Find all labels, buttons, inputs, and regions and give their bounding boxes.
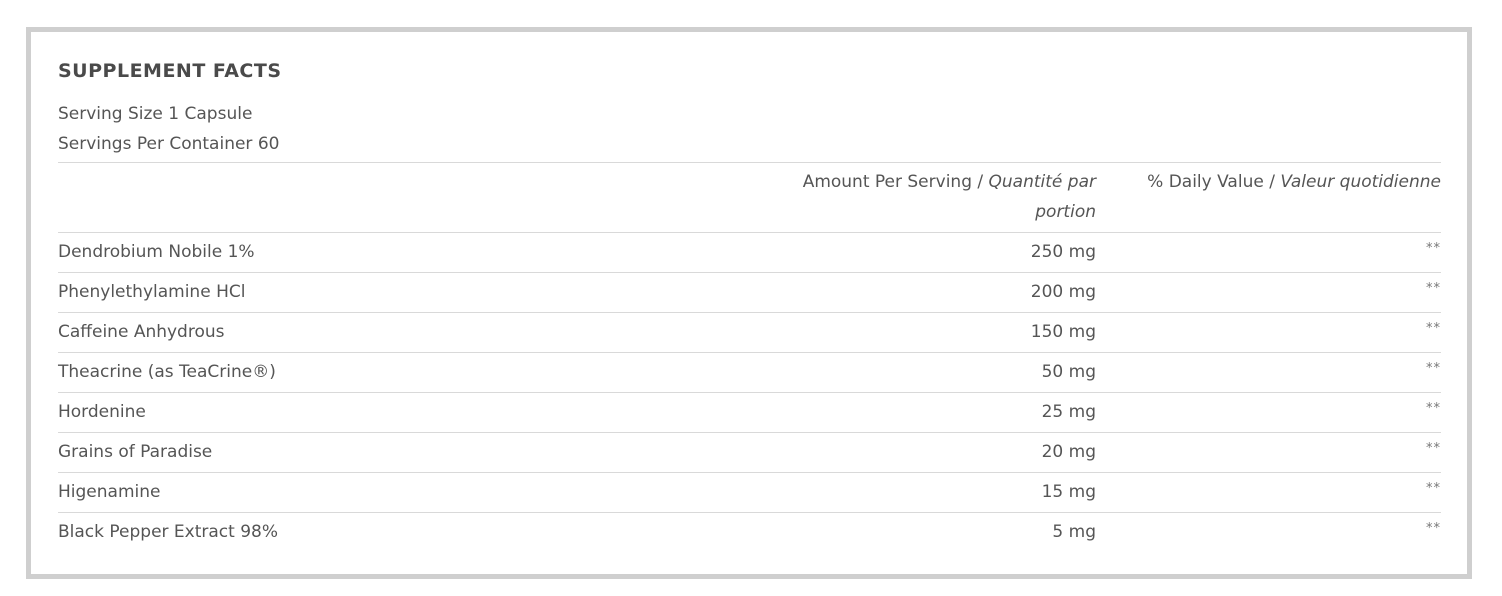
- table-row: Hordenine 25 mg **: [58, 392, 1441, 432]
- ingredient-daily-value: **: [1426, 521, 1441, 536]
- ingredient-amount: 200 mg: [1030, 282, 1096, 302]
- ingredient-amount: 15 mg: [1041, 482, 1096, 502]
- table-row: Black Pepper Extract 98% 5 mg **: [58, 512, 1441, 552]
- panel-title: SUPPLEMENT FACTS: [58, 60, 282, 82]
- ingredient-daily-value: **: [1426, 241, 1441, 256]
- daily-value-header: % Daily Value / Valeur quotidienne: [1147, 172, 1441, 192]
- ingredient-name: Theacrine (as TeaCrine®): [58, 362, 276, 382]
- table-row: Grains of Paradise 20 mg **: [58, 432, 1441, 472]
- ingredient-name: Caffeine Anhydrous: [58, 322, 225, 342]
- table-header-row: Amount Per Serving / Quantité par portio…: [58, 162, 1441, 232]
- ingredient-amount: 5 mg: [1052, 522, 1096, 542]
- ingredient-daily-value: **: [1426, 401, 1441, 416]
- ingredient-name: Dendrobium Nobile 1%: [58, 242, 255, 262]
- facts-table: Amount Per Serving / Quantité par portio…: [58, 162, 1441, 552]
- ingredient-name: Higenamine: [58, 482, 161, 502]
- ingredient-amount: 50 mg: [1041, 362, 1096, 382]
- table-row: Dendrobium Nobile 1% 250 mg **: [58, 232, 1441, 272]
- ingredient-amount: 25 mg: [1041, 402, 1096, 422]
- amount-header: Amount Per Serving / Quantité par portio…: [802, 172, 1096, 222]
- ingredient-daily-value: **: [1426, 481, 1441, 496]
- ingredient-name: Phenylethylamine HCl: [58, 282, 246, 302]
- ingredient-name: Grains of Paradise: [58, 442, 213, 462]
- serving-size: Serving Size 1 Capsule: [58, 104, 253, 124]
- table-row: Theacrine (as TeaCrine®) 50 mg **: [58, 352, 1441, 392]
- ingredient-daily-value: **: [1426, 321, 1441, 336]
- ingredient-amount: 150 mg: [1030, 322, 1096, 342]
- table-row: Phenylethylamine HCl 200 mg **: [58, 272, 1441, 312]
- ingredient-amount: 20 mg: [1041, 442, 1096, 462]
- table-row: Caffeine Anhydrous 150 mg **: [58, 312, 1441, 352]
- ingredient-daily-value: **: [1426, 441, 1441, 456]
- supplement-facts-panel: SUPPLEMENT FACTS Serving Size 1 Capsule …: [26, 27, 1472, 579]
- ingredient-name: Black Pepper Extract 98%: [58, 522, 279, 542]
- servings-per-container: Servings Per Container 60: [58, 134, 280, 154]
- ingredient-daily-value: **: [1426, 281, 1441, 296]
- table-row: Higenamine 15 mg **: [58, 472, 1441, 512]
- ingredient-amount: 250 mg: [1030, 242, 1096, 262]
- ingredient-name: Hordenine: [58, 402, 146, 422]
- ingredient-daily-value: **: [1426, 361, 1441, 376]
